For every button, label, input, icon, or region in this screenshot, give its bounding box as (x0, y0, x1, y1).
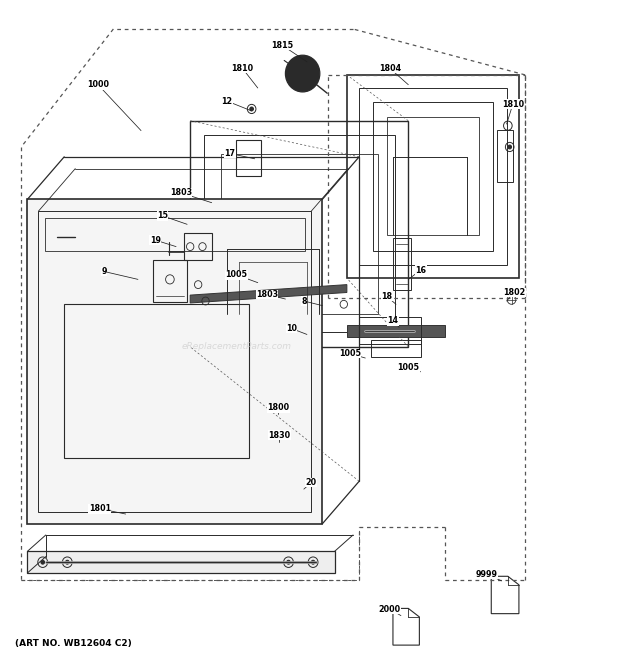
Text: 1000: 1000 (87, 80, 109, 89)
Text: 18: 18 (381, 292, 392, 301)
Text: 1005: 1005 (225, 270, 247, 280)
Text: 1830: 1830 (268, 431, 290, 440)
Circle shape (508, 145, 512, 149)
Text: 9999: 9999 (476, 570, 498, 579)
Text: 2000: 2000 (379, 605, 401, 613)
Circle shape (66, 561, 69, 564)
Circle shape (285, 56, 320, 92)
Circle shape (286, 561, 290, 564)
Text: 8: 8 (301, 297, 307, 305)
Circle shape (293, 63, 312, 84)
Text: 1815: 1815 (272, 41, 293, 50)
Polygon shape (347, 325, 445, 337)
Text: (ART NO. WB12604 C2): (ART NO. WB12604 C2) (15, 639, 132, 648)
Text: 10: 10 (286, 324, 297, 333)
Circle shape (41, 561, 45, 564)
Polygon shape (190, 285, 347, 303)
Text: 1802: 1802 (503, 288, 525, 297)
Text: 12: 12 (221, 97, 232, 106)
Text: 15: 15 (157, 212, 168, 220)
Text: 20: 20 (306, 478, 317, 487)
Polygon shape (27, 200, 322, 524)
Text: 17: 17 (224, 149, 236, 158)
Text: 16: 16 (415, 266, 426, 275)
Text: 1810: 1810 (502, 100, 524, 109)
Text: 1005: 1005 (397, 364, 419, 372)
Circle shape (299, 69, 306, 77)
Text: 1803: 1803 (170, 188, 192, 198)
Text: 1804: 1804 (379, 64, 401, 73)
Circle shape (311, 561, 315, 564)
Text: 14: 14 (388, 316, 399, 325)
Text: 1801: 1801 (89, 504, 111, 514)
Polygon shape (27, 551, 335, 573)
Circle shape (250, 107, 254, 111)
Text: 1810: 1810 (231, 64, 254, 73)
Text: eReplacementParts.com: eReplacementParts.com (181, 342, 291, 352)
Text: 1800: 1800 (267, 403, 289, 412)
Text: 9: 9 (102, 267, 107, 276)
Text: 1803: 1803 (256, 290, 278, 299)
Text: 1005: 1005 (339, 349, 361, 358)
Text: 19: 19 (149, 235, 161, 245)
